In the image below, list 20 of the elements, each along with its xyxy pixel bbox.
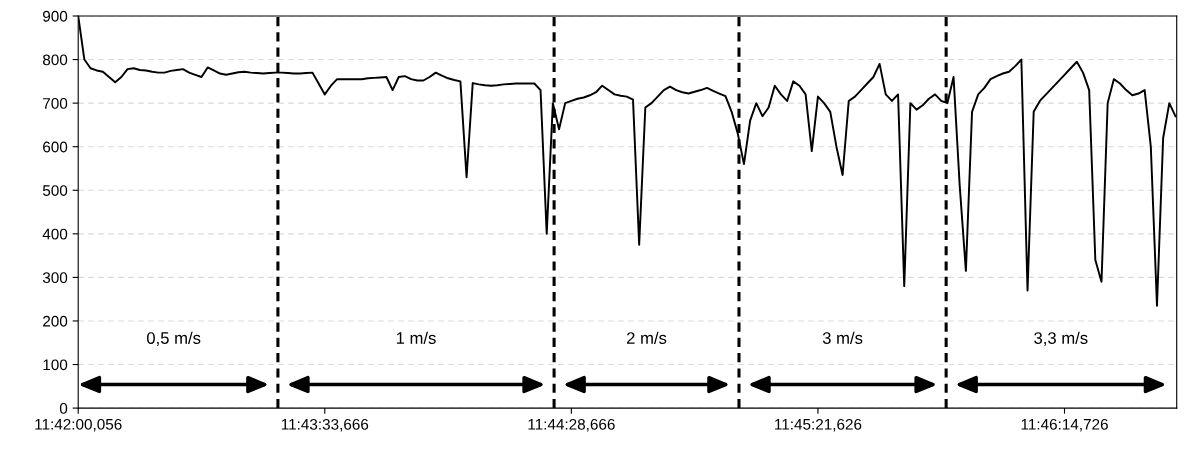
y-tick-label: 600 bbox=[43, 141, 68, 153]
y-tick-label: 900 bbox=[43, 10, 68, 22]
y-tick-label: 200 bbox=[43, 315, 68, 327]
y-tick-label: 100 bbox=[43, 359, 68, 371]
x-tick-label: 11:42:00,056 bbox=[35, 418, 122, 432]
annotation: 1 m/s bbox=[396, 331, 436, 344]
annotation: 3,3 m/s bbox=[1034, 331, 1088, 346]
x-tick-label: 11:46:14,726 bbox=[1021, 418, 1108, 432]
y-tick-label: 800 bbox=[42, 54, 68, 66]
y-tick-label: 300 bbox=[42, 272, 68, 284]
y-tick-label: 700 bbox=[43, 98, 68, 109]
y-tick-label: 400 bbox=[42, 228, 68, 240]
x-tick-label: 11:43:33,666 bbox=[281, 418, 369, 432]
x-tick-label: 11:44:28,666 bbox=[528, 418, 615, 432]
x-tick-label: 11:45:21,626 bbox=[775, 418, 862, 432]
annotation: 2 m/s bbox=[627, 331, 667, 344]
y-tick-label: 0 bbox=[59, 402, 68, 414]
annotation: 0,5 m/s bbox=[146, 331, 201, 346]
y-tick-label: 500 bbox=[42, 185, 68, 196]
annotation: 3 m/s bbox=[822, 331, 863, 344]
